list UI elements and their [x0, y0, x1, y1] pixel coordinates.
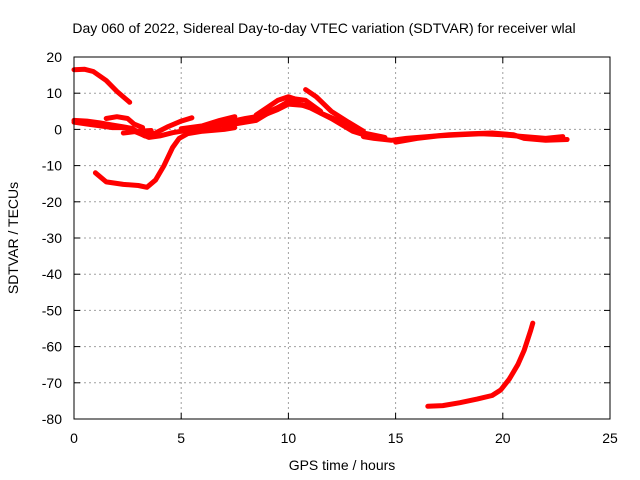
chart-title: Day 060 of 2022, Sidereal Day-to-day VTE…: [72, 20, 575, 36]
x-tick-label: 20: [495, 430, 511, 446]
y-tick-label: -30: [42, 230, 62, 246]
x-tick-label: 25: [602, 430, 618, 446]
x-tick-label: 15: [388, 430, 404, 446]
y-tick-label: 10: [46, 85, 62, 101]
y-tick-label: 20: [46, 49, 62, 65]
y-axis-label: SDTVAR / TECUs: [5, 182, 21, 294]
y-tick-label: -50: [42, 302, 62, 318]
tick-layer: 0 5 10 15 20 25 -80 -70 -60 -50 -40 -30 -20 -10 0 10 20: [42, 49, 618, 446]
y-tick-label: -20: [42, 194, 62, 210]
series-line-arc-2: [92, 125, 238, 190]
series-line-arc-5: [103, 114, 146, 131]
series-line-arc-10: [253, 94, 302, 118]
x-tick-label: 5: [177, 430, 185, 446]
series-line-arc-13: [393, 131, 566, 145]
y-tick-label: -80: [42, 411, 62, 427]
y-tick-label: -40: [42, 266, 62, 282]
x-tick-label: 10: [281, 430, 297, 446]
x-tick-label: 0: [70, 430, 78, 446]
grid-layer: [74, 57, 610, 419]
y-tick-label: -70: [42, 375, 62, 391]
series-line-arc-7: [178, 114, 238, 132]
series-line-arc-11: [303, 87, 366, 134]
series-line-arc-6: [120, 128, 154, 136]
y-tick-label: -10: [42, 158, 62, 174]
series-line-arc-14: [425, 320, 536, 409]
series-line-arc-1: [71, 66, 133, 105]
series-line-arc-9: [221, 96, 324, 129]
series-line-arc-8: [200, 101, 388, 140]
series-layer: [71, 66, 570, 409]
x-axis-label: GPS time / hours: [289, 457, 396, 473]
y-tick-label: 0: [54, 121, 62, 137]
y-tick-label: -60: [42, 339, 62, 355]
